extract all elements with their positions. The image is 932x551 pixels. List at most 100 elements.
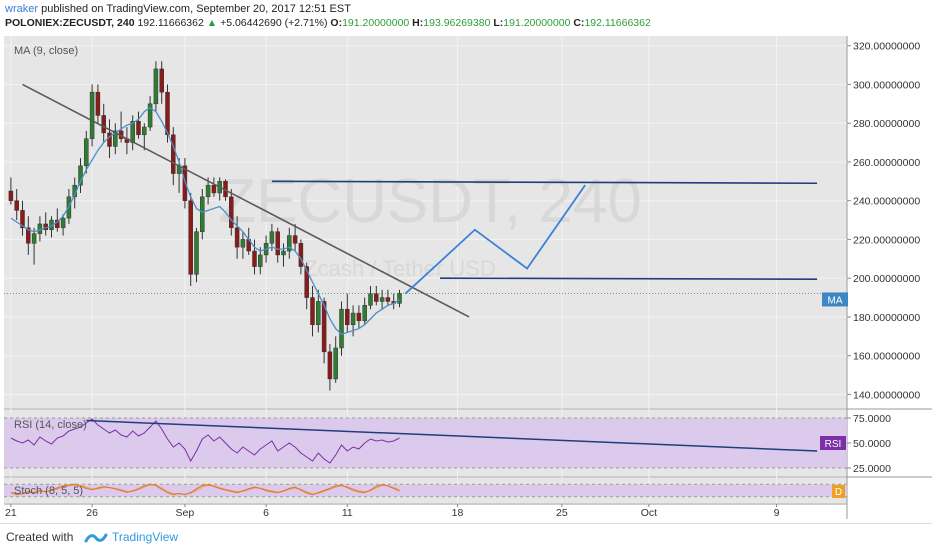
resistance-line-lower bbox=[440, 277, 818, 280]
change-value: +5.06442690 (+2.71%) bbox=[220, 17, 328, 29]
ma-badge: MA bbox=[822, 292, 848, 307]
candle bbox=[275, 227, 280, 263]
candle bbox=[188, 192, 193, 286]
candle-body bbox=[107, 132, 112, 147]
candle-body bbox=[345, 308, 350, 325]
candle bbox=[153, 61, 159, 112]
candle-body bbox=[78, 165, 83, 186]
candle-body bbox=[26, 227, 31, 244]
candle bbox=[397, 289, 402, 308]
candle-body bbox=[379, 297, 385, 302]
rsi-tick-label: 25.0000 bbox=[853, 463, 891, 475]
candle bbox=[374, 285, 379, 306]
candle bbox=[147, 96, 153, 131]
change-arrow-icon: ▲ bbox=[206, 17, 218, 29]
price-projection-path bbox=[404, 184, 586, 295]
candle-body bbox=[281, 250, 286, 256]
candle bbox=[26, 216, 31, 255]
time-tick-label: 6 bbox=[263, 507, 269, 519]
tradingview-logo-icon[interactable] bbox=[84, 529, 108, 545]
ma-indicator-label[interactable]: MA (9, close) bbox=[14, 45, 78, 57]
candle-body bbox=[333, 347, 338, 380]
low-value: 191.20000000 bbox=[503, 17, 571, 29]
candle bbox=[200, 189, 205, 240]
candle-body bbox=[20, 210, 25, 229]
rsi-indicator: RSI (14, close) 75.0000 50.0000 25.0000 RSI bbox=[4, 413, 891, 475]
watermark-description: Zcash / Tether USD bbox=[304, 256, 496, 281]
candle-body bbox=[304, 266, 309, 298]
stoch-d-line bbox=[10, 484, 400, 495]
candle bbox=[339, 301, 344, 356]
candle bbox=[31, 227, 37, 265]
candle bbox=[142, 123, 147, 151]
candle bbox=[20, 200, 25, 236]
price-pane[interactable] bbox=[4, 36, 847, 408]
candle bbox=[333, 336, 338, 383]
candle-body bbox=[159, 68, 164, 93]
candle-body bbox=[31, 233, 37, 244]
rsi-badge-label: RSI bbox=[825, 439, 842, 450]
high-label: H: bbox=[412, 17, 424, 29]
resistance-line-upper bbox=[271, 180, 818, 185]
candle-body bbox=[188, 200, 193, 275]
price-tick-label: 160.00000000 bbox=[853, 351, 920, 363]
candle-body bbox=[60, 217, 66, 229]
price-tick-label: 280.00000000 bbox=[853, 118, 920, 130]
candle bbox=[60, 214, 66, 236]
moving-average-line bbox=[10, 106, 400, 336]
candle-body bbox=[113, 130, 118, 147]
rsi-badge-bg bbox=[820, 436, 846, 450]
price-axis[interactable]: 320.00000000 300.00000000 280.00000000 260.… bbox=[847, 41, 920, 402]
price-tick-label: 300.00000000 bbox=[853, 79, 920, 91]
candle-body bbox=[316, 301, 321, 325]
candle-body bbox=[153, 68, 159, 105]
price-chart[interactable]: ZECUSDT, 240 Zcash / Tether USD MA (9, c… bbox=[0, 0, 932, 523]
candle-body bbox=[182, 165, 188, 201]
author-link[interactable]: wraker bbox=[5, 3, 39, 15]
price-tick-label: 240.00000000 bbox=[853, 196, 920, 208]
stoch-badge-label: D bbox=[835, 487, 842, 498]
price-tick-label: 260.00000000 bbox=[853, 157, 920, 169]
candle-body bbox=[374, 293, 379, 302]
stoch-k-line bbox=[10, 483, 400, 496]
rsi-tick-label: 50.0000 bbox=[853, 438, 891, 450]
candle bbox=[385, 289, 391, 306]
stoch-label: Stoch (8, 5, 5) bbox=[14, 485, 83, 497]
candle bbox=[316, 289, 321, 333]
high-value: 193.96269380 bbox=[423, 17, 491, 29]
candle bbox=[229, 189, 234, 236]
candle-body bbox=[130, 121, 135, 143]
candle-body bbox=[287, 235, 292, 252]
candle bbox=[356, 305, 362, 329]
candle-body bbox=[147, 103, 153, 128]
candle bbox=[89, 84, 95, 147]
candle-body bbox=[8, 190, 14, 201]
candle bbox=[8, 177, 14, 205]
candle bbox=[321, 297, 327, 364]
candle bbox=[182, 158, 188, 209]
candle-body bbox=[269, 231, 275, 244]
candle-body bbox=[89, 91, 95, 139]
candle bbox=[101, 103, 106, 143]
indicator-legend[interactable]: MA (9, close) bbox=[14, 45, 78, 57]
candle-body bbox=[142, 126, 147, 136]
candle bbox=[327, 344, 333, 391]
descending-trendline bbox=[22, 83, 470, 318]
candle bbox=[136, 111, 141, 139]
candle-body bbox=[310, 297, 315, 325]
rsi-trendline bbox=[86, 419, 818, 452]
candle-body bbox=[321, 301, 327, 353]
candle-body bbox=[252, 250, 257, 267]
candle-body bbox=[350, 312, 356, 325]
candle bbox=[113, 123, 118, 155]
candle-body bbox=[327, 351, 333, 380]
time-axis-labels: 21 26 Sep 6 11 18 25 Oct 9 bbox=[5, 504, 780, 519]
candle bbox=[84, 130, 89, 174]
candle-body bbox=[292, 235, 298, 244]
time-axis[interactable] bbox=[4, 504, 847, 519]
watermark-symbol: ZECUSDT, 240 bbox=[218, 167, 642, 236]
candle-body bbox=[362, 305, 367, 322]
candle-body bbox=[397, 293, 402, 304]
tradingview-brand-link[interactable]: TradingView bbox=[112, 530, 179, 544]
